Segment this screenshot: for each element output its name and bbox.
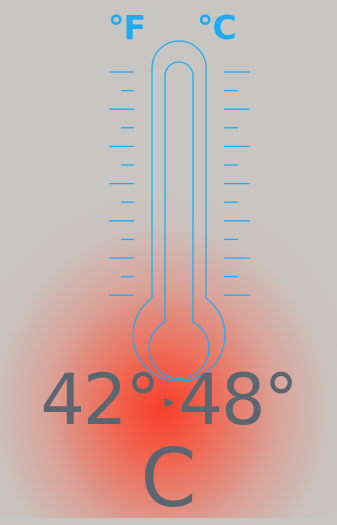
temperature-range: 42° ▸48°	[0, 358, 337, 447]
arrow-right-icon: ▸	[164, 388, 174, 413]
celsius-ticks	[224, 71, 250, 296]
temperature-low: 42°	[40, 359, 160, 441]
temperature-high: 48°	[178, 359, 299, 441]
celsius-label: °C	[197, 8, 237, 47]
thermometer-outline	[132, 40, 226, 382]
thermometer-inner-outline	[148, 61, 210, 380]
fahrenheit-label: °F	[108, 8, 146, 47]
fahrenheit-ticks	[109, 71, 134, 296]
temperature-unit: C	[140, 432, 197, 525]
